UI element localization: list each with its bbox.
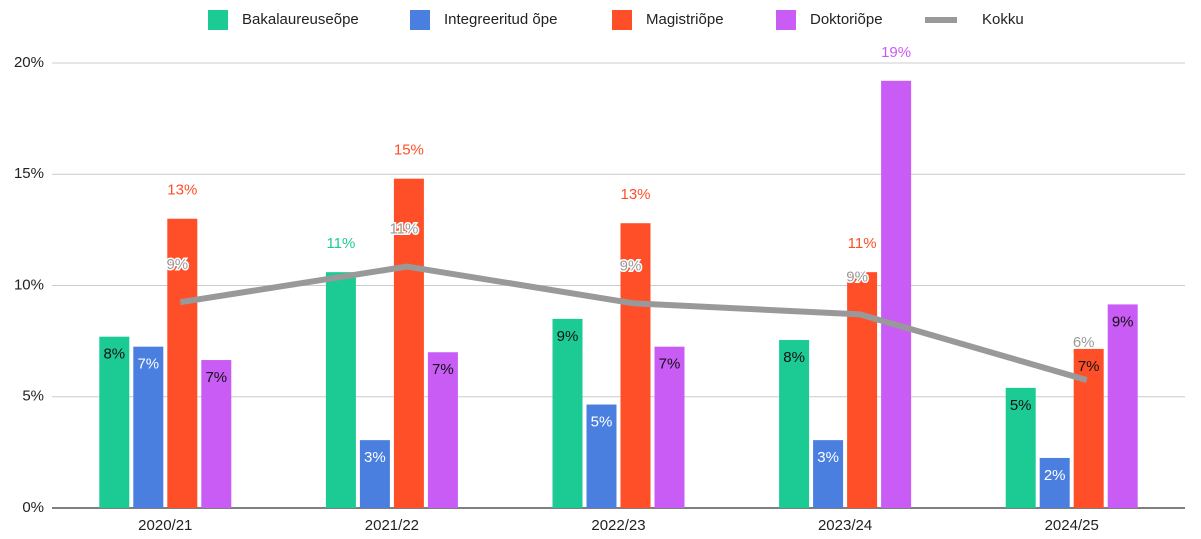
- data-label: 7%: [659, 356, 681, 373]
- bar: [620, 223, 651, 508]
- data-label: 5%: [591, 414, 613, 431]
- data-label: 8%: [103, 346, 125, 363]
- bar: [167, 218, 198, 508]
- x-tick-label: 2024/25: [1045, 517, 1099, 534]
- data-label: 8%: [783, 349, 805, 366]
- data-label: 3%: [817, 449, 839, 466]
- bar: [654, 346, 685, 508]
- legend-swatch: [925, 17, 957, 23]
- data-label: 7%: [137, 356, 159, 373]
- legend-swatch: [410, 10, 430, 30]
- legend-label: Kokku: [982, 11, 1024, 28]
- legend-label: Bakalaureuseõpe: [242, 11, 359, 28]
- line-label: 6%: [1073, 334, 1095, 351]
- bar: [393, 178, 424, 508]
- bar: [586, 404, 617, 508]
- bar: [1005, 387, 1036, 508]
- y-tick-label: 10%: [14, 276, 44, 293]
- bar: [552, 318, 583, 508]
- x-tick-label: 2023/24: [818, 517, 872, 534]
- bar: [201, 360, 232, 508]
- line-label: 9%: [166, 256, 188, 273]
- line: [179, 263, 1088, 383]
- data-label: 19%: [881, 44, 911, 61]
- legend-swatch: [776, 10, 796, 30]
- bar: [325, 272, 356, 508]
- y-tick-label: 0%: [22, 499, 44, 516]
- y-tick-label: 5%: [22, 388, 44, 405]
- bar: [359, 440, 390, 508]
- bar: [813, 440, 844, 508]
- legend-swatch: [208, 10, 228, 30]
- x-tick-label: 2022/23: [591, 517, 645, 534]
- bar: [881, 80, 912, 509]
- y-tick-label: 20%: [14, 54, 44, 71]
- line-label: 11%: [389, 221, 418, 238]
- data-label: 5%: [1010, 397, 1032, 414]
- data-label: 3%: [364, 449, 386, 466]
- x-tick-label: 2021/22: [365, 517, 419, 534]
- data-label: 11%: [326, 235, 355, 252]
- legend-label: Doktoriõpe: [810, 11, 883, 28]
- bar: [847, 272, 878, 508]
- bar: [1039, 457, 1070, 508]
- y-tick-label: 15%: [14, 165, 44, 182]
- data-label: 2%: [1044, 467, 1066, 484]
- legend-label: Integreeritud õpe: [444, 11, 557, 28]
- legend-swatch: [612, 10, 632, 30]
- bar: [779, 340, 810, 508]
- data-label: 7%: [432, 361, 454, 378]
- data-label: 9%: [1112, 313, 1134, 330]
- data-label: 11%: [848, 235, 877, 252]
- data-label: 13%: [620, 186, 650, 203]
- line-label: 9%: [846, 268, 868, 285]
- data-label: 9%: [557, 328, 579, 345]
- data-label: 15%: [394, 142, 424, 159]
- data-label: 13%: [167, 182, 197, 199]
- legend-label: Magistriõpe: [646, 11, 724, 28]
- data-label: 7%: [1078, 358, 1100, 375]
- bar: [133, 346, 164, 508]
- data-label: 7%: [205, 369, 227, 386]
- bar: [427, 352, 458, 508]
- x-tick-label: 2020/21: [138, 517, 192, 534]
- bar: [1107, 304, 1138, 508]
- line-label: 9%: [620, 257, 642, 274]
- bar: [99, 336, 130, 508]
